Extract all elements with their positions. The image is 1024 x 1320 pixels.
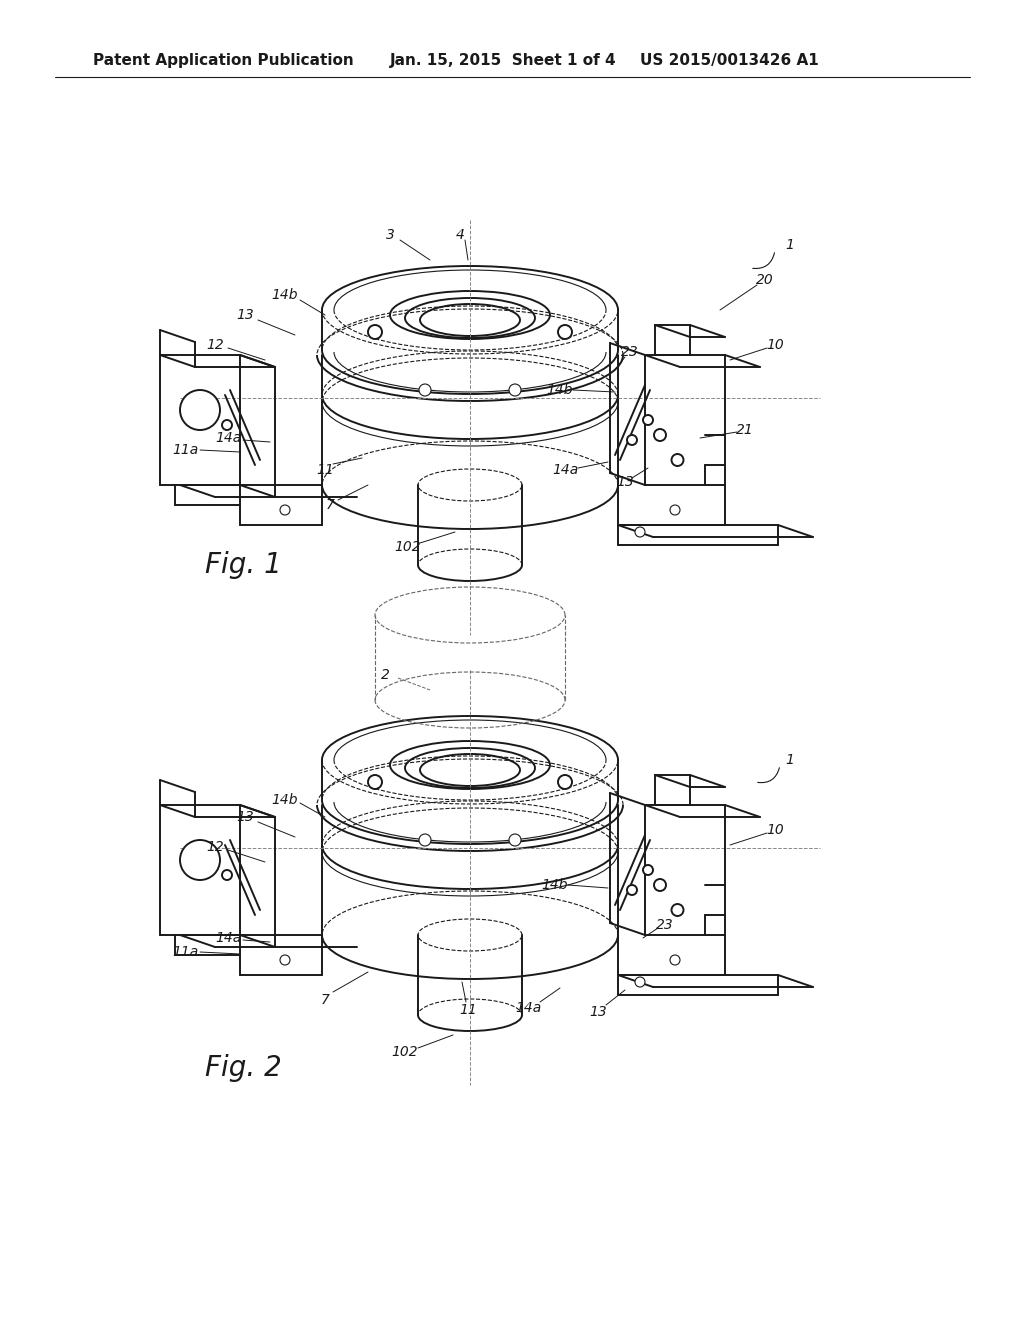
Circle shape bbox=[180, 840, 220, 880]
Circle shape bbox=[222, 870, 232, 880]
Circle shape bbox=[419, 384, 431, 396]
Circle shape bbox=[627, 436, 637, 445]
Text: 11a: 11a bbox=[172, 945, 198, 960]
Text: Patent Application Publication: Patent Application Publication bbox=[93, 53, 353, 67]
Circle shape bbox=[180, 389, 220, 430]
Text: 23: 23 bbox=[656, 917, 674, 932]
Text: 4: 4 bbox=[456, 228, 465, 242]
Circle shape bbox=[654, 879, 666, 891]
Circle shape bbox=[419, 834, 431, 846]
Circle shape bbox=[635, 977, 645, 987]
Text: Fig. 1: Fig. 1 bbox=[205, 550, 282, 579]
Text: 14b: 14b bbox=[271, 288, 298, 302]
Text: 7: 7 bbox=[321, 993, 330, 1007]
Text: 14a: 14a bbox=[215, 432, 241, 445]
Text: 11a: 11a bbox=[172, 444, 198, 457]
Circle shape bbox=[670, 954, 680, 965]
Text: Fig. 2: Fig. 2 bbox=[205, 1053, 282, 1082]
Text: 3: 3 bbox=[386, 228, 394, 242]
Circle shape bbox=[280, 506, 290, 515]
Text: 23: 23 bbox=[622, 345, 639, 359]
Text: Jan. 15, 2015  Sheet 1 of 4: Jan. 15, 2015 Sheet 1 of 4 bbox=[390, 53, 616, 67]
Text: 14a: 14a bbox=[215, 931, 241, 945]
Circle shape bbox=[509, 834, 521, 846]
Text: 13: 13 bbox=[589, 1005, 607, 1019]
Circle shape bbox=[280, 954, 290, 965]
Text: 102: 102 bbox=[394, 540, 421, 554]
Text: 2: 2 bbox=[381, 668, 389, 682]
Text: 14a: 14a bbox=[552, 463, 579, 477]
Text: 102: 102 bbox=[392, 1045, 419, 1059]
Text: 12: 12 bbox=[206, 840, 224, 854]
Text: 14a: 14a bbox=[515, 1001, 541, 1015]
Circle shape bbox=[643, 865, 653, 875]
Text: 1: 1 bbox=[785, 238, 795, 252]
Circle shape bbox=[672, 454, 683, 466]
Circle shape bbox=[222, 420, 232, 430]
Circle shape bbox=[672, 904, 683, 916]
Text: 11: 11 bbox=[459, 1003, 477, 1016]
Text: 12: 12 bbox=[206, 338, 224, 352]
Circle shape bbox=[670, 506, 680, 515]
Text: 14b: 14b bbox=[271, 793, 298, 807]
Text: 10: 10 bbox=[766, 338, 784, 352]
Text: 7: 7 bbox=[326, 498, 335, 512]
Text: 10: 10 bbox=[766, 822, 784, 837]
Circle shape bbox=[627, 884, 637, 895]
Text: 1: 1 bbox=[785, 752, 795, 767]
Circle shape bbox=[509, 384, 521, 396]
Circle shape bbox=[368, 775, 382, 789]
Circle shape bbox=[635, 527, 645, 537]
Text: US 2015/0013426 A1: US 2015/0013426 A1 bbox=[640, 53, 819, 67]
Text: 14b: 14b bbox=[542, 878, 568, 892]
Circle shape bbox=[558, 775, 572, 789]
Text: 20: 20 bbox=[756, 273, 774, 286]
Text: 13: 13 bbox=[616, 475, 634, 488]
Circle shape bbox=[558, 325, 572, 339]
Text: 13: 13 bbox=[237, 308, 254, 322]
Circle shape bbox=[368, 325, 382, 339]
Circle shape bbox=[643, 414, 653, 425]
Text: 21: 21 bbox=[736, 422, 754, 437]
Text: 13: 13 bbox=[237, 810, 254, 824]
Text: 11: 11 bbox=[316, 463, 334, 477]
Text: 14b: 14b bbox=[547, 383, 573, 397]
Circle shape bbox=[654, 429, 666, 441]
